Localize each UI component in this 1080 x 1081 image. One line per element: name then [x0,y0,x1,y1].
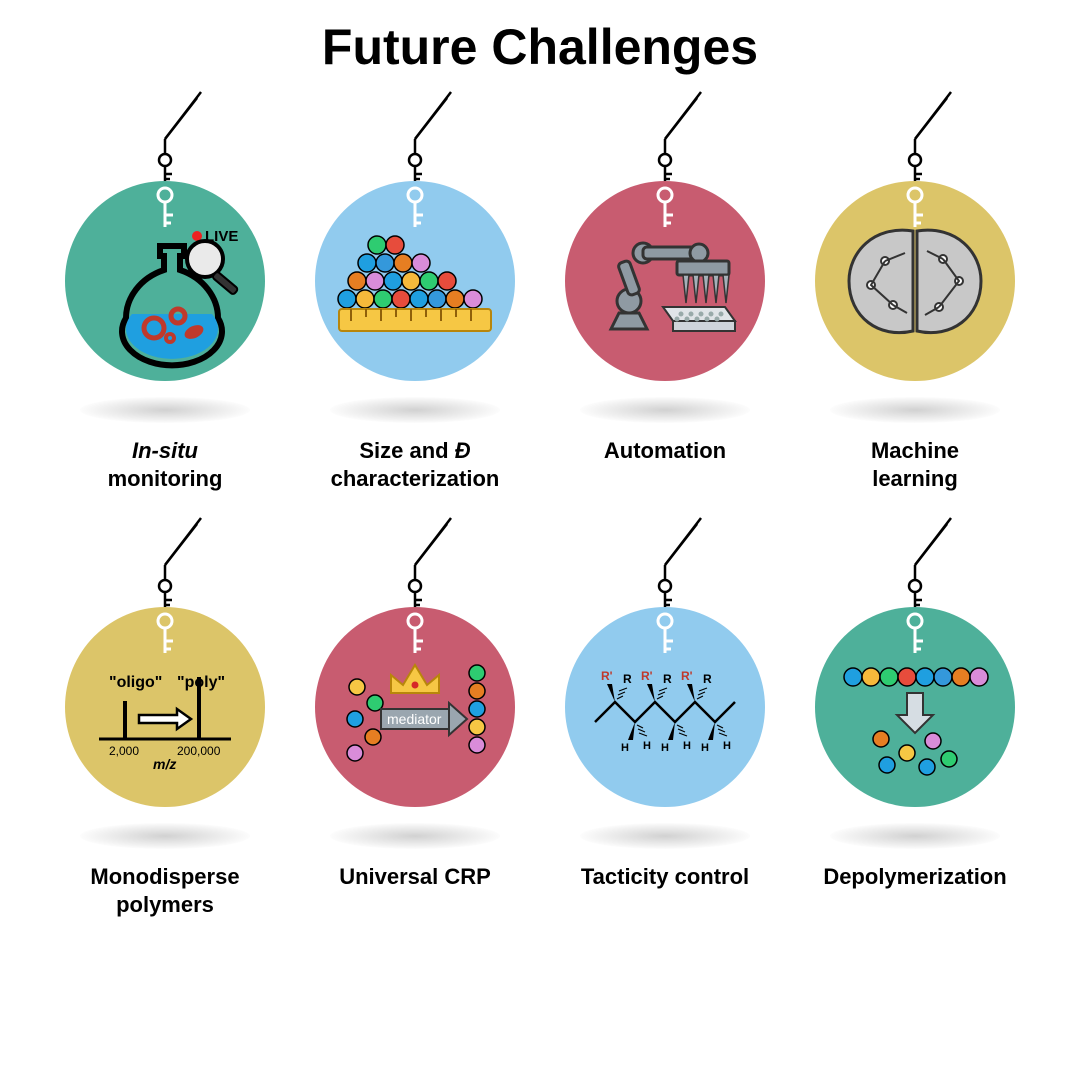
label-tacticity: Tacticity control [581,863,749,891]
label-automation: Automation [604,437,726,465]
x1-label: 2,000 [109,744,139,758]
svg-text:H: H [643,740,651,752]
depoly-icon [815,607,1015,807]
cell-tacticity: R'RR'RR'R HHHHHH Tacticity control [540,512,790,918]
svg-text:R': R' [681,669,693,683]
svg-text:R': R' [641,669,653,683]
cell-sized: Size and Đcharacterization [290,86,540,492]
page-title: Future Challenges [0,0,1080,86]
shadow [830,397,1000,423]
label-universal: Universal CRP [339,863,491,891]
svg-text:R: R [703,672,712,686]
axis-label: m/z [153,756,176,772]
ml-brain-icon [815,181,1015,381]
label-depoly: Depolymerization [823,863,1006,891]
medallion-universal: mediator [315,607,515,807]
label-insitu: In-situmonitoring [108,437,223,492]
x2-label: 200,000 [177,744,221,758]
svg-text:H: H [701,742,709,754]
cell-depoly: Depolymerization [790,512,1040,918]
shadow [580,823,750,849]
label-ml: Machinelearning [871,437,959,492]
insitu-icon: LIVE [65,181,265,381]
hanger-icon [625,86,705,181]
automation-icon [565,181,765,381]
svg-text:H: H [621,742,629,754]
medallion-ml [815,181,1015,381]
sized-icon [315,181,515,381]
cell-universal: mediator [290,512,540,918]
svg-text:R': R' [601,669,613,683]
hanger-icon [875,86,955,181]
hanger-icon [625,512,705,607]
cell-insitu: LIVE In-situmonitoring [40,86,290,492]
hanger-icon [125,512,205,607]
label-sized: Size and Đcharacterization [331,437,500,492]
grid: LIVE In-situmonitoring [40,86,1040,918]
label-monodisperse: Monodispersepolymers [90,863,239,918]
hanger-icon [125,86,205,181]
medallion-monodisperse: "oligo" "poly" 2,000 200,000 m/z [65,607,265,807]
shadow [80,397,250,423]
shadow [580,397,750,423]
universal-icon: mediator [315,607,515,807]
monodisperse-icon: "oligo" "poly" 2,000 200,000 m/z [65,607,265,807]
svg-text:H: H [661,742,669,754]
medallion-automation [565,181,765,381]
shadow [830,823,1000,849]
medallion-depoly [815,607,1015,807]
cell-monodisperse: "oligo" "poly" 2,000 200,000 m/z Monodis… [40,512,290,918]
medallion-tacticity: R'RR'RR'R HHHHHH [565,607,765,807]
shadow [80,823,250,849]
hanger-icon [375,512,455,607]
cell-ml: Machinelearning [790,86,1040,492]
cell-automation: Automation [540,86,790,492]
svg-text:R: R [623,672,632,686]
shadow [330,823,500,849]
tacticity-icon: R'RR'RR'R HHHHHH [565,607,765,807]
medallion-sized [315,181,515,381]
svg-text:H: H [683,740,691,752]
medallion-insitu: LIVE [65,181,265,381]
oligo-label: "oligo" [109,674,162,691]
poly-label: "poly" [177,674,225,691]
shadow [330,397,500,423]
svg-text:H: H [723,740,731,752]
mediator-label: mediator [387,711,442,727]
hanger-icon [375,86,455,181]
svg-text:R: R [663,672,672,686]
hanger-icon [875,512,955,607]
